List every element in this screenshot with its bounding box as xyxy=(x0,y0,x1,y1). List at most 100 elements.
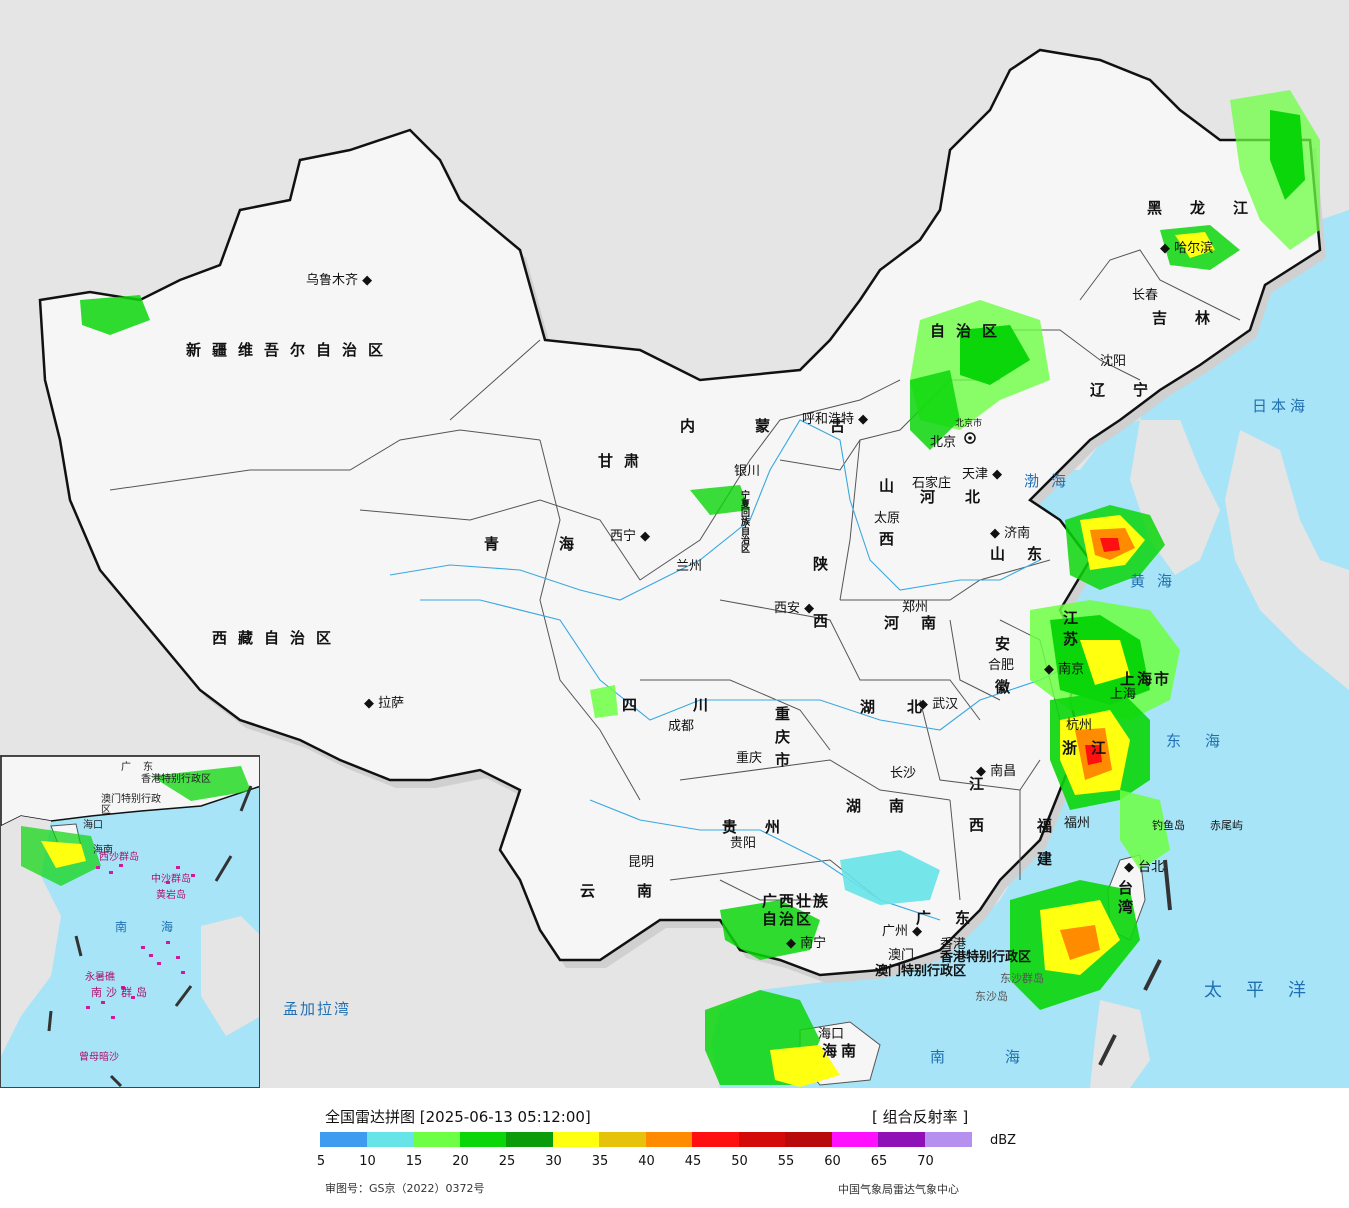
inset-label-guangdong: 广东 xyxy=(121,762,165,773)
city-label: 上海 xyxy=(1110,687,1137,702)
foreign-land-philippines xyxy=(1090,1000,1150,1088)
map-canvas xyxy=(0,0,1349,1088)
inset-label-haikou: 海口 xyxy=(83,820,103,831)
city-yinchuan: 银川 xyxy=(734,460,760,479)
sea-label-bohai: 渤海 xyxy=(1024,472,1079,490)
city-tianjin: 天津 ◆ xyxy=(962,467,1003,482)
city-label: 北京市 xyxy=(955,419,983,429)
province-label-gansu: 甘肃 xyxy=(598,452,651,470)
city-nanning: ◆ 南宁 xyxy=(786,936,827,951)
legend-tick-label: 10 xyxy=(359,1154,376,1169)
legend-swatch xyxy=(320,1132,367,1147)
city-guiyang: 贵阳 xyxy=(730,832,756,851)
province-label-anhui: 安徽 xyxy=(993,636,1011,722)
legend-swatch xyxy=(413,1132,460,1147)
legend-swatch xyxy=(645,1132,693,1147)
legend-unit: dBZ xyxy=(990,1133,1017,1148)
sea-label-mengjialawan: 孟加拉湾 xyxy=(283,1000,352,1018)
province-label-hebei: 河北 xyxy=(920,488,1011,506)
city-beijing-shi: 北京市 xyxy=(955,416,982,429)
inset-label-zhongsha: 中沙群岛 xyxy=(151,874,191,885)
inset-label-hongkong: 香港特别行政区 xyxy=(141,774,211,785)
legend-swatch xyxy=(366,1132,414,1147)
city-hangzhou: 杭州 xyxy=(1066,714,1092,733)
city-guangzhou: 广州 ◆ xyxy=(882,924,923,939)
city-nanchang: ◆ 南昌 xyxy=(976,764,1017,779)
city-label: 银川 xyxy=(734,464,761,479)
city-label: 南京 xyxy=(1058,662,1085,677)
city-label: 贵阳 xyxy=(730,836,757,851)
legend-approval-number: 审图号：GS京（2022）0372号 xyxy=(325,1182,485,1195)
sea-label-donghai: 东海 xyxy=(1166,732,1245,750)
city-label: 武汉 xyxy=(932,697,959,712)
legend-swatch xyxy=(924,1132,972,1147)
province-label-shanxi: 山西 xyxy=(877,478,895,584)
legend-swatch xyxy=(506,1132,553,1147)
province-label-guangxi: 广西壮族自治区 xyxy=(762,892,831,928)
city-beijing: 北京 xyxy=(930,431,956,450)
province-label-fujian: 福建 xyxy=(1035,818,1053,884)
city-fuzhou: 福州 xyxy=(1064,812,1090,831)
radar-map[interactable]: 新疆维吾尔自治区 西藏自治区 青海 甘肃 内蒙古 自治区 黑龙江 吉林 辽宁 河… xyxy=(0,0,1349,1088)
province-label-yunnan: 云南 xyxy=(580,882,695,900)
province-label-jiangxi: 江西 xyxy=(967,776,985,858)
legend-swatch xyxy=(738,1132,786,1147)
city-label: 西安 xyxy=(774,601,801,616)
legend-source: 中国气象局雷达气象中心 xyxy=(838,1183,959,1196)
city-shenyang: 沈阳 xyxy=(1100,350,1126,369)
city-label: 兰州 xyxy=(676,559,703,574)
city-xining: 西宁 ◆ xyxy=(610,529,651,544)
city-macau: 澳门 xyxy=(888,944,914,963)
city-label: 石家庄 xyxy=(912,476,952,491)
inset-label-xisha: 西沙群岛 xyxy=(99,852,139,863)
city-label: 重庆 xyxy=(736,751,763,766)
foreign-land-japan xyxy=(1225,430,1349,690)
legend-title: 全国雷达拼图 [2025-06-13 05:12:00] xyxy=(325,1108,591,1126)
legend-tick-label: 55 xyxy=(777,1154,795,1169)
city-zhengzhou: 郑州 xyxy=(902,596,928,615)
china-mainland xyxy=(38,48,1322,977)
city-label: 昆明 xyxy=(628,855,655,870)
province-label-xizang: 西藏自治区 xyxy=(212,629,343,647)
sea-label-nanhai: 南海 xyxy=(930,1048,1081,1066)
city-shijiazhuang: 石家庄 xyxy=(912,472,951,491)
legend-tick-label: 45 xyxy=(684,1154,702,1169)
city-label: 拉萨 xyxy=(378,696,405,711)
city-label: 天津 xyxy=(962,467,989,482)
city-label: 香港 xyxy=(940,937,967,952)
city-xian: 西安 ◆ xyxy=(774,601,815,616)
city-wuhan: ◆ 武汉 xyxy=(918,697,959,712)
city-taibei: ◆ 台北 xyxy=(1124,860,1165,875)
inset-label-zengmu: 曾母暗沙 xyxy=(79,1052,119,1063)
province-label-liaoning: 辽宁 xyxy=(1090,381,1177,399)
province-label-taiwan: 台湾 xyxy=(1116,880,1134,918)
province-label-shaanxi: 陕西 xyxy=(811,556,829,670)
legend-tick-label: 35 xyxy=(591,1154,609,1169)
province-label-guizhou: 贵州 xyxy=(722,818,809,836)
province-label-sichuan: 四川 xyxy=(622,696,765,714)
province-label-zizhiqu: 自治区 xyxy=(930,322,1009,340)
city-label: 南宁 xyxy=(800,936,827,951)
legend-swatch xyxy=(878,1132,925,1147)
inset-label-huangyan: 黄岩岛 xyxy=(156,890,186,901)
province-label-hunan: 湖南 xyxy=(846,797,933,815)
province-label-guangdong: 广东 xyxy=(916,909,995,927)
inset-label-macau: 澳门特别行政区 xyxy=(101,794,161,816)
city-changchun: 长春 xyxy=(1132,284,1158,303)
inset-label-hainan: 海南 xyxy=(93,845,113,856)
city-label: 长沙 xyxy=(890,766,917,781)
legend-swatch xyxy=(459,1132,507,1147)
city-changsha: 长沙 xyxy=(890,762,916,781)
province-label-jilin: 吉林 xyxy=(1152,309,1239,327)
province-label-qinghai: 青海 xyxy=(484,535,635,553)
city-label: 乌鲁木齐 xyxy=(306,273,359,288)
province-label-ningxia: 宁夏回族自治区 xyxy=(739,490,749,553)
legend-swatch xyxy=(785,1132,832,1147)
island-chiweiyu: 赤尾屿 xyxy=(1210,819,1243,832)
legend-tick-label: 30 xyxy=(545,1154,562,1169)
city-label: 长春 xyxy=(1132,288,1159,303)
province-label-neimenggu: 内蒙古 xyxy=(680,417,906,435)
inset-label-yongshu: 永暑礁 xyxy=(85,972,115,983)
legend-swatch xyxy=(692,1132,739,1147)
island-dongshadao: 东沙岛 xyxy=(975,990,1008,1003)
